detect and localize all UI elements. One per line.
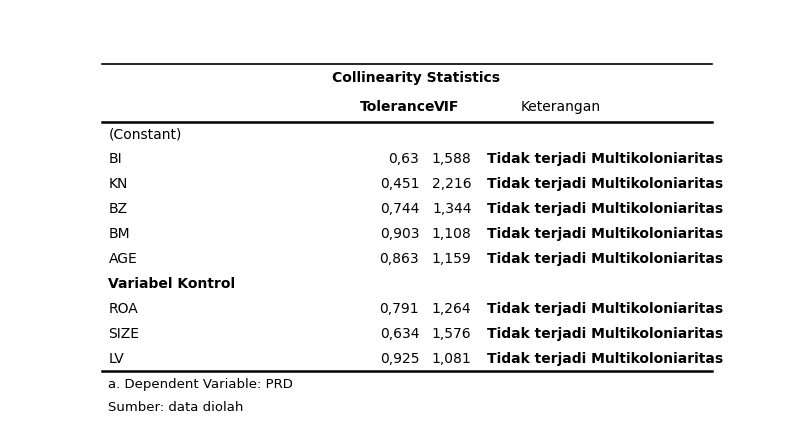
Text: 0,791: 0,791 xyxy=(380,302,419,316)
Text: 0,63: 0,63 xyxy=(388,152,419,166)
Text: Keterangan: Keterangan xyxy=(521,100,601,114)
Text: 1,588: 1,588 xyxy=(432,152,472,166)
Text: 1,576: 1,576 xyxy=(432,327,472,341)
Text: 1,264: 1,264 xyxy=(432,302,472,316)
Text: SIZE: SIZE xyxy=(109,327,140,341)
Text: a. Dependent Variable: PRD: a. Dependent Variable: PRD xyxy=(109,377,293,391)
Text: 0,863: 0,863 xyxy=(380,252,419,266)
Text: 0,903: 0,903 xyxy=(380,227,419,241)
Text: Tidak terjadi Multikoloniaritas: Tidak terjadi Multikoloniaritas xyxy=(487,177,723,191)
Text: Tidak terjadi Multikoloniaritas: Tidak terjadi Multikoloniaritas xyxy=(487,152,723,166)
Text: AGE: AGE xyxy=(109,252,137,266)
Text: BI: BI xyxy=(109,152,122,166)
Text: Tolerance: Tolerance xyxy=(360,100,435,114)
Text: VIF: VIF xyxy=(434,100,460,114)
Text: 1,159: 1,159 xyxy=(432,252,472,266)
Text: 2,216: 2,216 xyxy=(432,177,472,191)
Text: 1,108: 1,108 xyxy=(432,227,472,241)
Text: Collinearity Statistics: Collinearity Statistics xyxy=(332,71,500,85)
Text: Tidak terjadi Multikoloniaritas: Tidak terjadi Multikoloniaritas xyxy=(487,352,723,366)
Text: 0,744: 0,744 xyxy=(380,202,419,216)
Text: ROA: ROA xyxy=(109,302,138,316)
Text: BZ: BZ xyxy=(109,202,128,216)
Text: Tidak terjadi Multikoloniaritas: Tidak terjadi Multikoloniaritas xyxy=(487,302,723,316)
Text: Variabel Kontrol: Variabel Kontrol xyxy=(109,277,236,291)
Text: Tidak terjadi Multikoloniaritas: Tidak terjadi Multikoloniaritas xyxy=(487,327,723,341)
Text: LV: LV xyxy=(109,352,124,366)
Text: BM: BM xyxy=(109,227,130,241)
Text: KN: KN xyxy=(109,177,128,191)
Text: Tidak terjadi Multikoloniaritas: Tidak terjadi Multikoloniaritas xyxy=(487,227,723,241)
Text: Tidak terjadi Multikoloniaritas: Tidak terjadi Multikoloniaritas xyxy=(487,252,723,266)
Text: Tidak terjadi Multikoloniaritas: Tidak terjadi Multikoloniaritas xyxy=(487,202,723,216)
Text: 1,081: 1,081 xyxy=(432,352,472,366)
Text: Sumber: data diolah: Sumber: data diolah xyxy=(109,401,244,414)
Text: 1,344: 1,344 xyxy=(432,202,472,216)
Text: 0,451: 0,451 xyxy=(380,177,419,191)
Text: (Constant): (Constant) xyxy=(109,127,182,141)
Text: 0,634: 0,634 xyxy=(380,327,419,341)
Text: 0,925: 0,925 xyxy=(380,352,419,366)
